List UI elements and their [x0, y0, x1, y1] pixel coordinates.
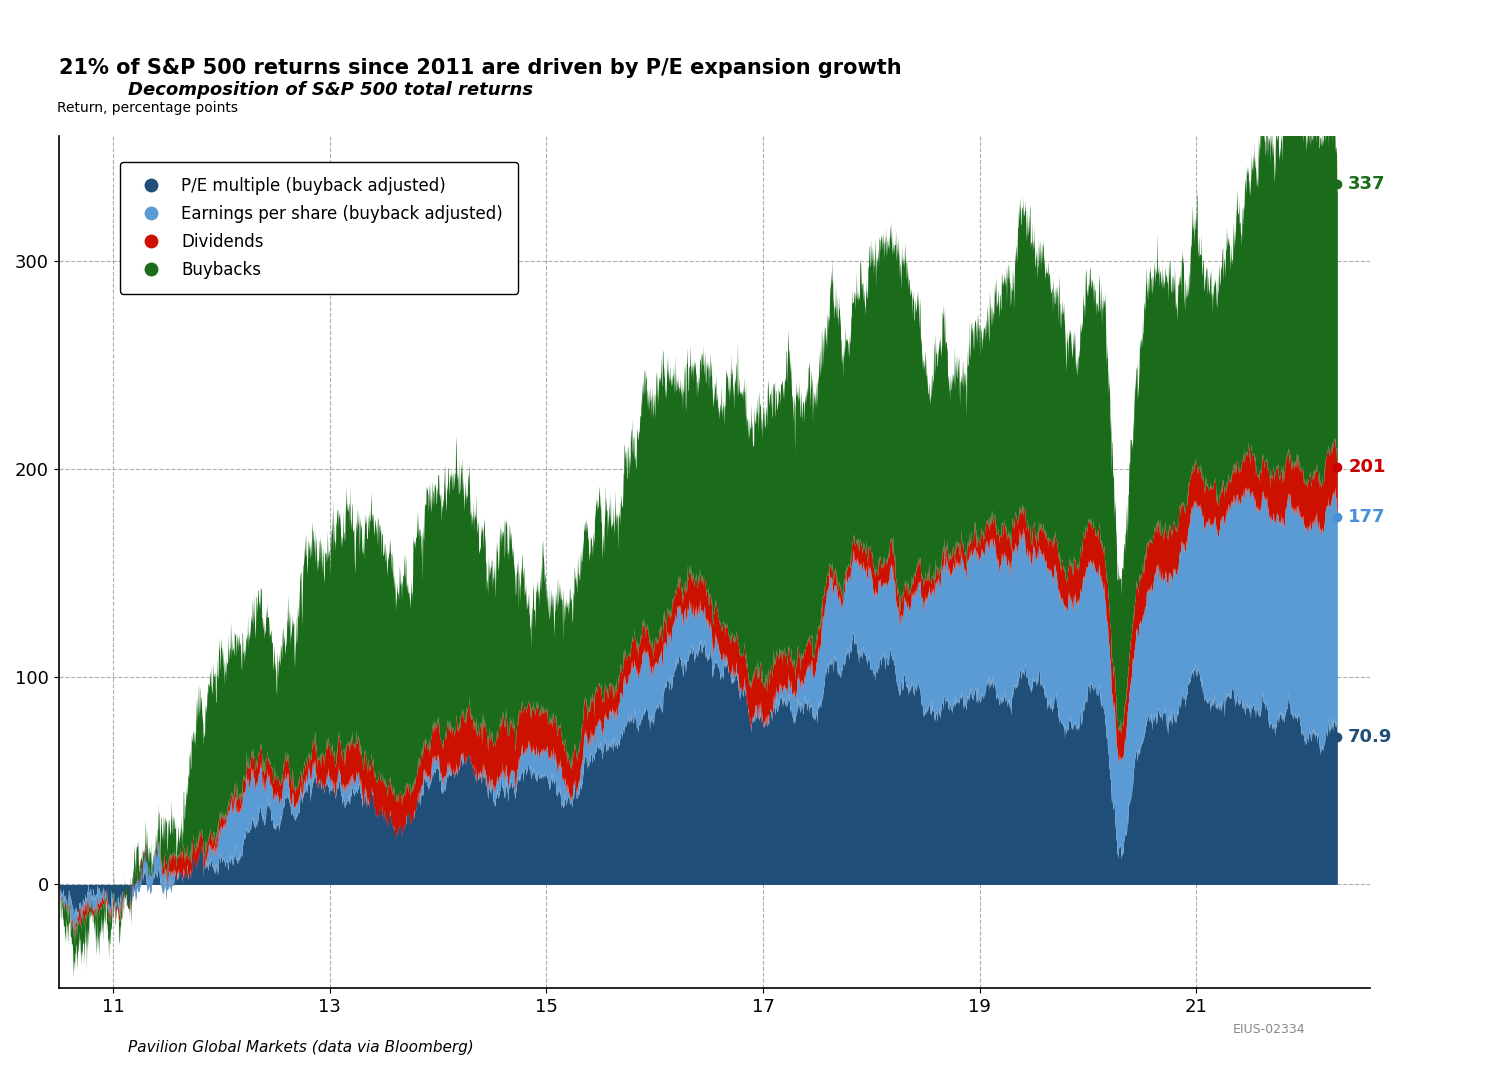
Text: EIUS-02334: EIUS-02334 — [1233, 1024, 1305, 1036]
Text: 177: 177 — [1348, 508, 1386, 525]
Text: Return, percentage points: Return, percentage points — [57, 101, 238, 115]
Text: 21% of S&P 500 returns since 2011 are driven by P/E expansion growth: 21% of S&P 500 returns since 2011 are dr… — [58, 58, 901, 78]
Text: Pavilion Global Markets (data via Bloomberg): Pavilion Global Markets (data via Bloomb… — [128, 1040, 474, 1055]
Legend: P/E multiple (buyback adjusted), Earnings per share (buyback adjusted), Dividend: P/E multiple (buyback adjusted), Earning… — [120, 162, 518, 294]
Text: 201: 201 — [1348, 458, 1386, 476]
Text: 337: 337 — [1348, 175, 1386, 193]
Text: Decomposition of S&P 500 total returns: Decomposition of S&P 500 total returns — [128, 81, 532, 99]
Text: 70.9: 70.9 — [1348, 728, 1392, 746]
